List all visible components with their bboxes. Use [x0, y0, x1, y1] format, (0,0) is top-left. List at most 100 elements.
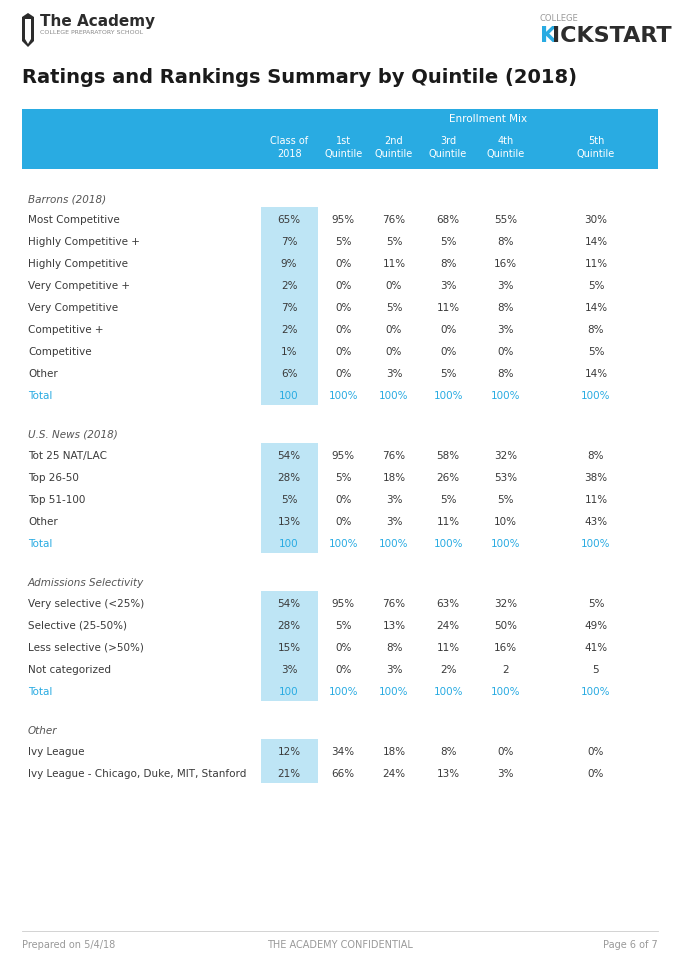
Text: Total: Total [28, 539, 52, 548]
Text: 2: 2 [502, 665, 509, 674]
Text: 5%: 5% [440, 494, 456, 505]
Text: 10%: 10% [494, 516, 517, 526]
Text: 0%: 0% [497, 347, 513, 357]
Text: 53%: 53% [494, 473, 517, 483]
Text: Other: Other [28, 368, 58, 379]
Bar [260, 207, 318, 230]
Text: 3%: 3% [386, 516, 403, 526]
Text: 100%: 100% [581, 686, 611, 697]
Text: 2%: 2% [281, 325, 297, 334]
Text: 0%: 0% [588, 768, 604, 778]
Text: Tot 25 NAT/LAC: Tot 25 NAT/LAC [28, 451, 107, 460]
Text: K: K [540, 26, 557, 46]
Text: Total: Total [28, 391, 52, 400]
Text: 95%: 95% [332, 215, 355, 225]
Text: 14%: 14% [584, 236, 607, 247]
Text: 32%: 32% [494, 599, 517, 609]
Text: Competitive +: Competitive + [28, 325, 103, 334]
Text: 0%: 0% [335, 368, 352, 379]
Text: 8%: 8% [440, 746, 456, 756]
Text: 11%: 11% [584, 494, 607, 505]
Text: THE ACADEMY CONFIDENTIAL: THE ACADEMY CONFIDENTIAL [267, 939, 413, 949]
Text: Ivy League: Ivy League [28, 746, 84, 756]
Text: COLLEGE: COLLEGE [540, 14, 579, 23]
Bar [260, 531, 318, 553]
Text: 7%: 7% [281, 236, 297, 247]
Text: 100%: 100% [433, 391, 463, 400]
Text: 3%: 3% [497, 325, 513, 334]
Text: Selective (25-50%): Selective (25-50%) [28, 620, 127, 631]
Text: Class of
2018: Class of 2018 [270, 136, 308, 159]
Text: 24%: 24% [382, 768, 406, 778]
Text: Very Competitive +: Very Competitive + [28, 281, 130, 291]
Text: 30%: 30% [585, 215, 607, 225]
Text: 5%: 5% [588, 281, 605, 291]
Bar [260, 252, 318, 273]
Bar [260, 739, 318, 762]
Text: 16%: 16% [494, 259, 517, 268]
Text: 100: 100 [279, 391, 299, 400]
Text: 21%: 21% [277, 768, 301, 778]
Polygon shape [25, 20, 31, 45]
Text: 5%: 5% [335, 473, 352, 483]
Text: 0%: 0% [386, 281, 403, 291]
Text: 11%: 11% [584, 259, 607, 268]
Text: 9%: 9% [281, 259, 297, 268]
Text: 3%: 3% [281, 665, 297, 674]
Text: 0%: 0% [335, 325, 352, 334]
Text: 12%: 12% [277, 746, 301, 756]
Text: 100%: 100% [379, 686, 409, 697]
Text: 0%: 0% [386, 347, 403, 357]
Text: 38%: 38% [584, 473, 607, 483]
Text: 28%: 28% [277, 473, 301, 483]
Bar [260, 318, 318, 340]
Text: 100%: 100% [328, 391, 358, 400]
Text: 13%: 13% [382, 620, 406, 631]
Text: 11%: 11% [437, 516, 460, 526]
Text: 2nd
Quintile: 2nd Quintile [375, 136, 413, 159]
Text: Ratings and Rankings Summary by Quintile (2018): Ratings and Rankings Summary by Quintile… [22, 68, 577, 87]
Text: 13%: 13% [277, 516, 301, 526]
Text: Highly Competitive: Highly Competitive [28, 259, 128, 268]
Text: Prepared on 5/4/18: Prepared on 5/4/18 [22, 939, 115, 949]
Text: 8%: 8% [588, 325, 605, 334]
Text: 0%: 0% [335, 302, 352, 313]
Text: 5: 5 [593, 665, 599, 674]
Bar [260, 444, 318, 465]
Text: 15%: 15% [277, 642, 301, 652]
Text: 100%: 100% [433, 686, 463, 697]
Text: 49%: 49% [584, 620, 607, 631]
Bar [260, 340, 318, 361]
Text: Not categorized: Not categorized [28, 665, 111, 674]
Text: 100%: 100% [490, 391, 520, 400]
Text: 0%: 0% [335, 347, 352, 357]
Text: 2%: 2% [281, 281, 297, 291]
Text: 68%: 68% [437, 215, 460, 225]
Bar [260, 510, 318, 531]
Text: Very Competitive: Very Competitive [28, 302, 118, 313]
Text: 100%: 100% [328, 686, 358, 697]
Text: Very selective (<25%): Very selective (<25%) [28, 599, 144, 609]
Text: Top 26-50: Top 26-50 [28, 473, 79, 483]
Text: Ivy League - Chicago, Duke, MIT, Stanford: Ivy League - Chicago, Duke, MIT, Stanfor… [28, 768, 246, 778]
Text: 100%: 100% [581, 391, 611, 400]
Text: 100%: 100% [328, 539, 358, 548]
Text: 0%: 0% [440, 347, 456, 357]
Text: 41%: 41% [584, 642, 607, 652]
Text: 58%: 58% [437, 451, 460, 460]
Text: 54%: 54% [277, 599, 301, 609]
Text: 11%: 11% [437, 302, 460, 313]
Text: 32%: 32% [494, 451, 517, 460]
Text: 0%: 0% [335, 259, 352, 268]
Text: 16%: 16% [494, 642, 517, 652]
Bar [260, 762, 318, 783]
Text: 0%: 0% [588, 746, 604, 756]
Text: 3%: 3% [497, 768, 513, 778]
Bar [260, 487, 318, 510]
Text: 5%: 5% [281, 494, 297, 505]
Text: Top 51-100: Top 51-100 [28, 494, 86, 505]
Text: 54%: 54% [277, 451, 301, 460]
Text: 5%: 5% [588, 347, 605, 357]
Bar [260, 591, 318, 613]
Text: ICKSTART: ICKSTART [552, 26, 672, 46]
